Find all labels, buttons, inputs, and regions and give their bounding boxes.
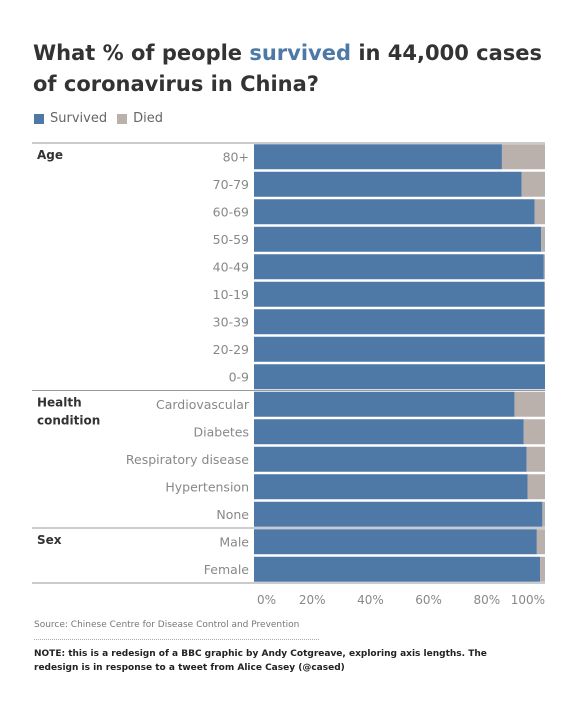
bar-survived-60-69 <box>254 199 535 225</box>
bar-died-30-39 <box>544 309 545 335</box>
bar-died-70-79 <box>521 171 545 197</box>
category-label-0-9: 0-9 <box>229 369 249 384</box>
bar-survived-cardiovascular <box>254 391 515 417</box>
bar-died-20-29 <box>544 336 545 362</box>
bar-survived-none <box>254 501 543 527</box>
stacked-bar-chart: Age 80+ 70-79 60-69 50-59 40-49 10-19 30-39 20-2… <box>32 142 545 607</box>
bar-survived-20-29 <box>254 336 545 362</box>
category-label-male: Male <box>219 534 249 549</box>
source-note: Source: Chinese Centre for Disease Contr… <box>34 620 300 630</box>
legend-swatch-survived <box>34 113 44 124</box>
bar-died-80 <box>501 144 545 170</box>
bar-survived-70-79 <box>254 171 522 197</box>
title-highlight: survived <box>249 41 352 65</box>
legend: Survived Died <box>34 111 173 126</box>
bar-survived-respiratory-disease <box>254 446 527 472</box>
bar-survived-0-9 <box>254 364 545 390</box>
x-tick-label-0: 0% <box>257 593 276 607</box>
category-label-female: Female <box>204 562 250 577</box>
bar-died-cardiovascular <box>514 391 545 417</box>
category-label-60-69: 60-69 <box>213 204 249 219</box>
bar-died-hypertension <box>527 474 545 500</box>
category-label-80: 80+ <box>223 149 249 164</box>
bar-survived-80 <box>254 144 502 170</box>
bar-survived-40-49 <box>254 254 544 280</box>
category-label-10-19: 10-19 <box>213 287 249 302</box>
title-part-2: in 44,000 cases of coronavirus in China? <box>33 41 543 96</box>
redesign-note: NOTE: this is a redesign of a BBC graphi… <box>34 649 487 673</box>
bar-died-40-49 <box>543 254 545 280</box>
category-label-70-79: 70-79 <box>213 177 249 192</box>
bar-survived-hypertension <box>254 474 528 500</box>
bar-died-respiratory-disease <box>526 446 545 472</box>
category-label-40-49: 40-49 <box>213 259 249 274</box>
bar-survived-30-39 <box>254 309 545 335</box>
bar-died-male <box>536 529 545 555</box>
legend-item-survived: Survived <box>34 111 107 126</box>
category-label-hypertension: Hypertension <box>165 479 249 494</box>
bar-survived-female <box>254 556 541 582</box>
category-label-50-59: 50-59 <box>213 232 249 247</box>
x-tick-label-60: 60% <box>415 593 442 607</box>
group-label-sex: Sex <box>37 533 62 547</box>
bar-died-10-19 <box>544 281 545 307</box>
bar-died-60-69 <box>534 199 545 225</box>
bar-survived-diabetes <box>254 419 524 445</box>
title-part-1: What % of people <box>33 41 250 65</box>
bar-survived-male <box>254 529 537 555</box>
x-tick-label-40: 40% <box>357 593 384 607</box>
category-label-respiratory-disease: Respiratory disease <box>126 452 249 467</box>
category-label-30-39: 30-39 <box>213 314 249 329</box>
group-label-health-condition-1: condition <box>37 414 100 428</box>
legend-label-died: Died <box>133 111 163 126</box>
group-label-age: Age <box>37 148 63 162</box>
chart-title: What % of people survived in 44,000 case… <box>33 38 553 100</box>
category-label-20-29: 20-29 <box>213 342 249 357</box>
x-tick-label-100: 100% <box>511 593 545 607</box>
divider <box>34 639 319 640</box>
legend-item-died: Died <box>117 111 163 126</box>
bar-died-50-59 <box>541 226 545 252</box>
legend-label-survived: Survived <box>50 111 108 126</box>
category-label-none: None <box>216 507 249 522</box>
x-tick-label-80: 80% <box>473 593 500 607</box>
legend-swatch-died <box>117 113 128 124</box>
category-label-cardiovascular: Cardiovascular <box>156 397 250 412</box>
bar-died-diabetes <box>523 419 545 445</box>
bar-died-none <box>542 501 545 527</box>
bar-died-female <box>540 556 545 582</box>
bar-survived-50-59 <box>254 226 542 252</box>
x-tick-label-20: 20% <box>299 593 326 607</box>
bar-survived-10-19 <box>254 281 545 307</box>
group-label-health-condition-0: Health <box>37 396 82 410</box>
category-label-diabetes: Diabetes <box>194 424 250 439</box>
